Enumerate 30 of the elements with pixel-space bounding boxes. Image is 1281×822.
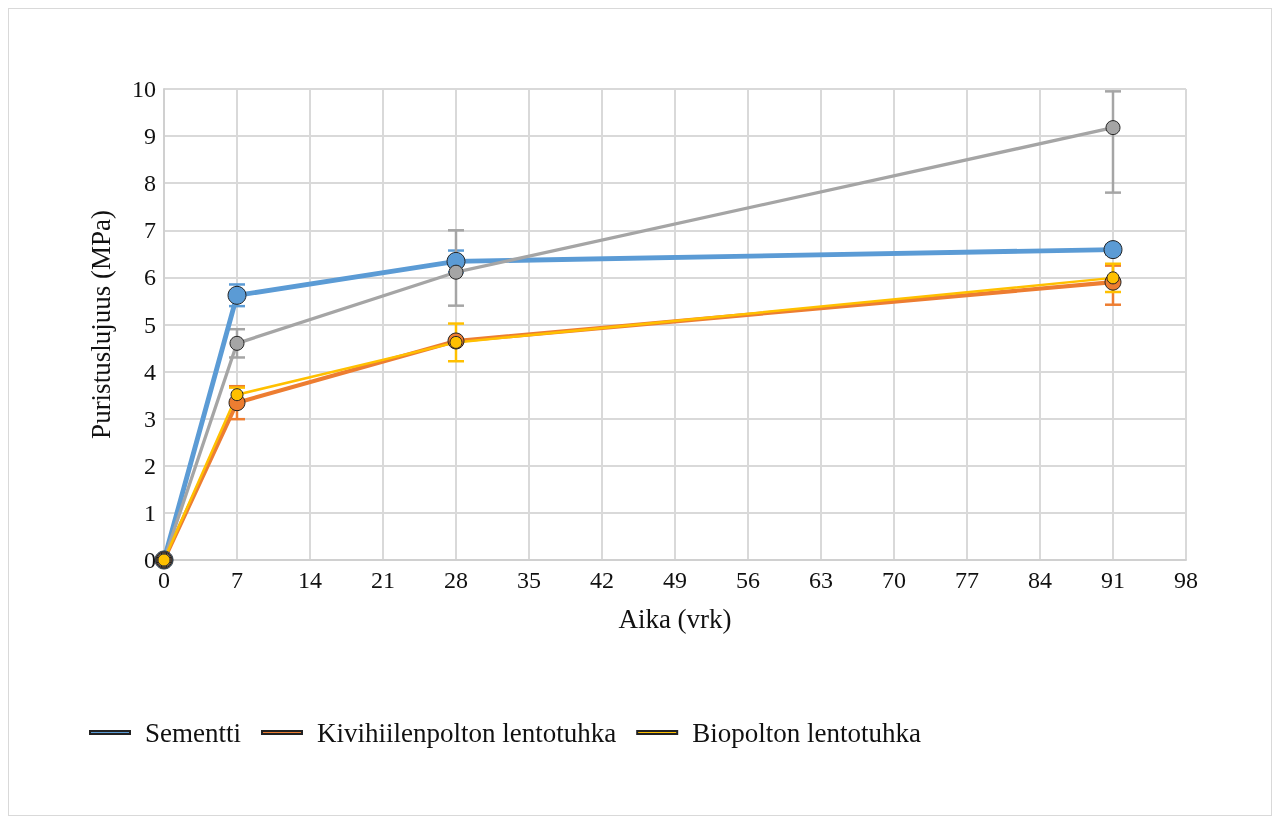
y-tick-label: 10: [132, 76, 156, 102]
legend-label: Biopolton lentotuhka: [692, 717, 921, 748]
y-tick-label: 9: [144, 123, 156, 150]
x-axis-title: Aika (vrk): [618, 603, 732, 634]
x-tick-label: 56: [736, 567, 760, 593]
x-tick-label: 84: [1028, 567, 1052, 593]
y-tick-label: 2: [144, 452, 156, 479]
y-tick-label: 4: [144, 358, 156, 385]
x-tick-label: 63: [809, 567, 833, 593]
x-tick-label: 28: [444, 567, 468, 593]
x-tick-label: 91: [1101, 567, 1125, 593]
x-tick-label: 7: [231, 567, 243, 593]
x-tick-label: 14: [298, 567, 322, 593]
y-axis-title: Puristuslujuus (MPa): [85, 210, 116, 439]
x-tick-label: 98: [1174, 567, 1198, 593]
x-tick-label: 49: [663, 567, 687, 593]
y-tick-label: 1: [144, 499, 156, 526]
legend-label: Kivihiilenpolton lentotuhka: [316, 717, 617, 748]
x-tick-label: 70: [882, 567, 906, 593]
x-tick-label: 42: [590, 567, 614, 593]
y-tick-label: 5: [144, 311, 156, 338]
y-tick-label: 8: [144, 170, 156, 197]
x-tick-label: 21: [371, 567, 395, 593]
y-tick-label: 3: [144, 405, 156, 432]
y-tick-label: 7: [144, 217, 156, 244]
x-tick-label: 77: [955, 567, 979, 593]
y-tick-label: 6: [144, 264, 156, 291]
y-tick-label: 0: [144, 547, 156, 573]
x-tick-label: 35: [517, 567, 541, 593]
legend-label: Sementti: [145, 717, 241, 748]
